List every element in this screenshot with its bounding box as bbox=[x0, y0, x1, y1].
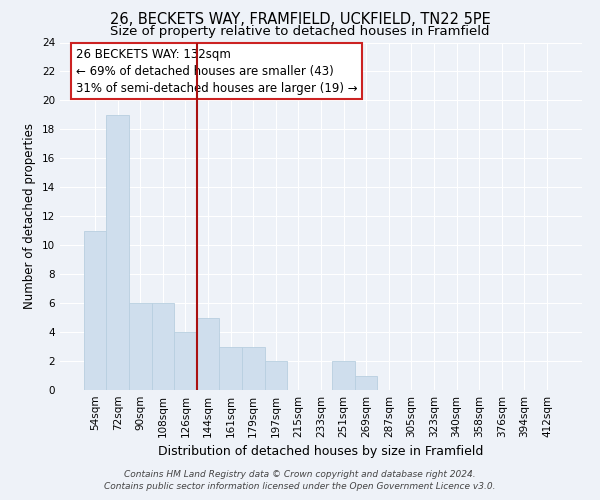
Bar bbox=[174, 332, 197, 390]
Bar bbox=[220, 346, 242, 390]
Bar bbox=[84, 230, 106, 390]
Bar bbox=[197, 318, 220, 390]
Bar bbox=[242, 346, 265, 390]
Bar bbox=[332, 361, 355, 390]
Bar bbox=[355, 376, 377, 390]
Bar bbox=[152, 303, 174, 390]
Bar bbox=[129, 303, 152, 390]
Text: Contains HM Land Registry data © Crown copyright and database right 2024.
Contai: Contains HM Land Registry data © Crown c… bbox=[104, 470, 496, 491]
X-axis label: Distribution of detached houses by size in Framfield: Distribution of detached houses by size … bbox=[158, 446, 484, 458]
Text: Size of property relative to detached houses in Framfield: Size of property relative to detached ho… bbox=[110, 25, 490, 38]
Bar bbox=[265, 361, 287, 390]
Y-axis label: Number of detached properties: Number of detached properties bbox=[23, 123, 37, 309]
Bar bbox=[106, 115, 129, 390]
Text: 26, BECKETS WAY, FRAMFIELD, UCKFIELD, TN22 5PE: 26, BECKETS WAY, FRAMFIELD, UCKFIELD, TN… bbox=[110, 12, 490, 28]
Text: 26 BECKETS WAY: 132sqm
← 69% of detached houses are smaller (43)
31% of semi-det: 26 BECKETS WAY: 132sqm ← 69% of detached… bbox=[76, 48, 357, 94]
